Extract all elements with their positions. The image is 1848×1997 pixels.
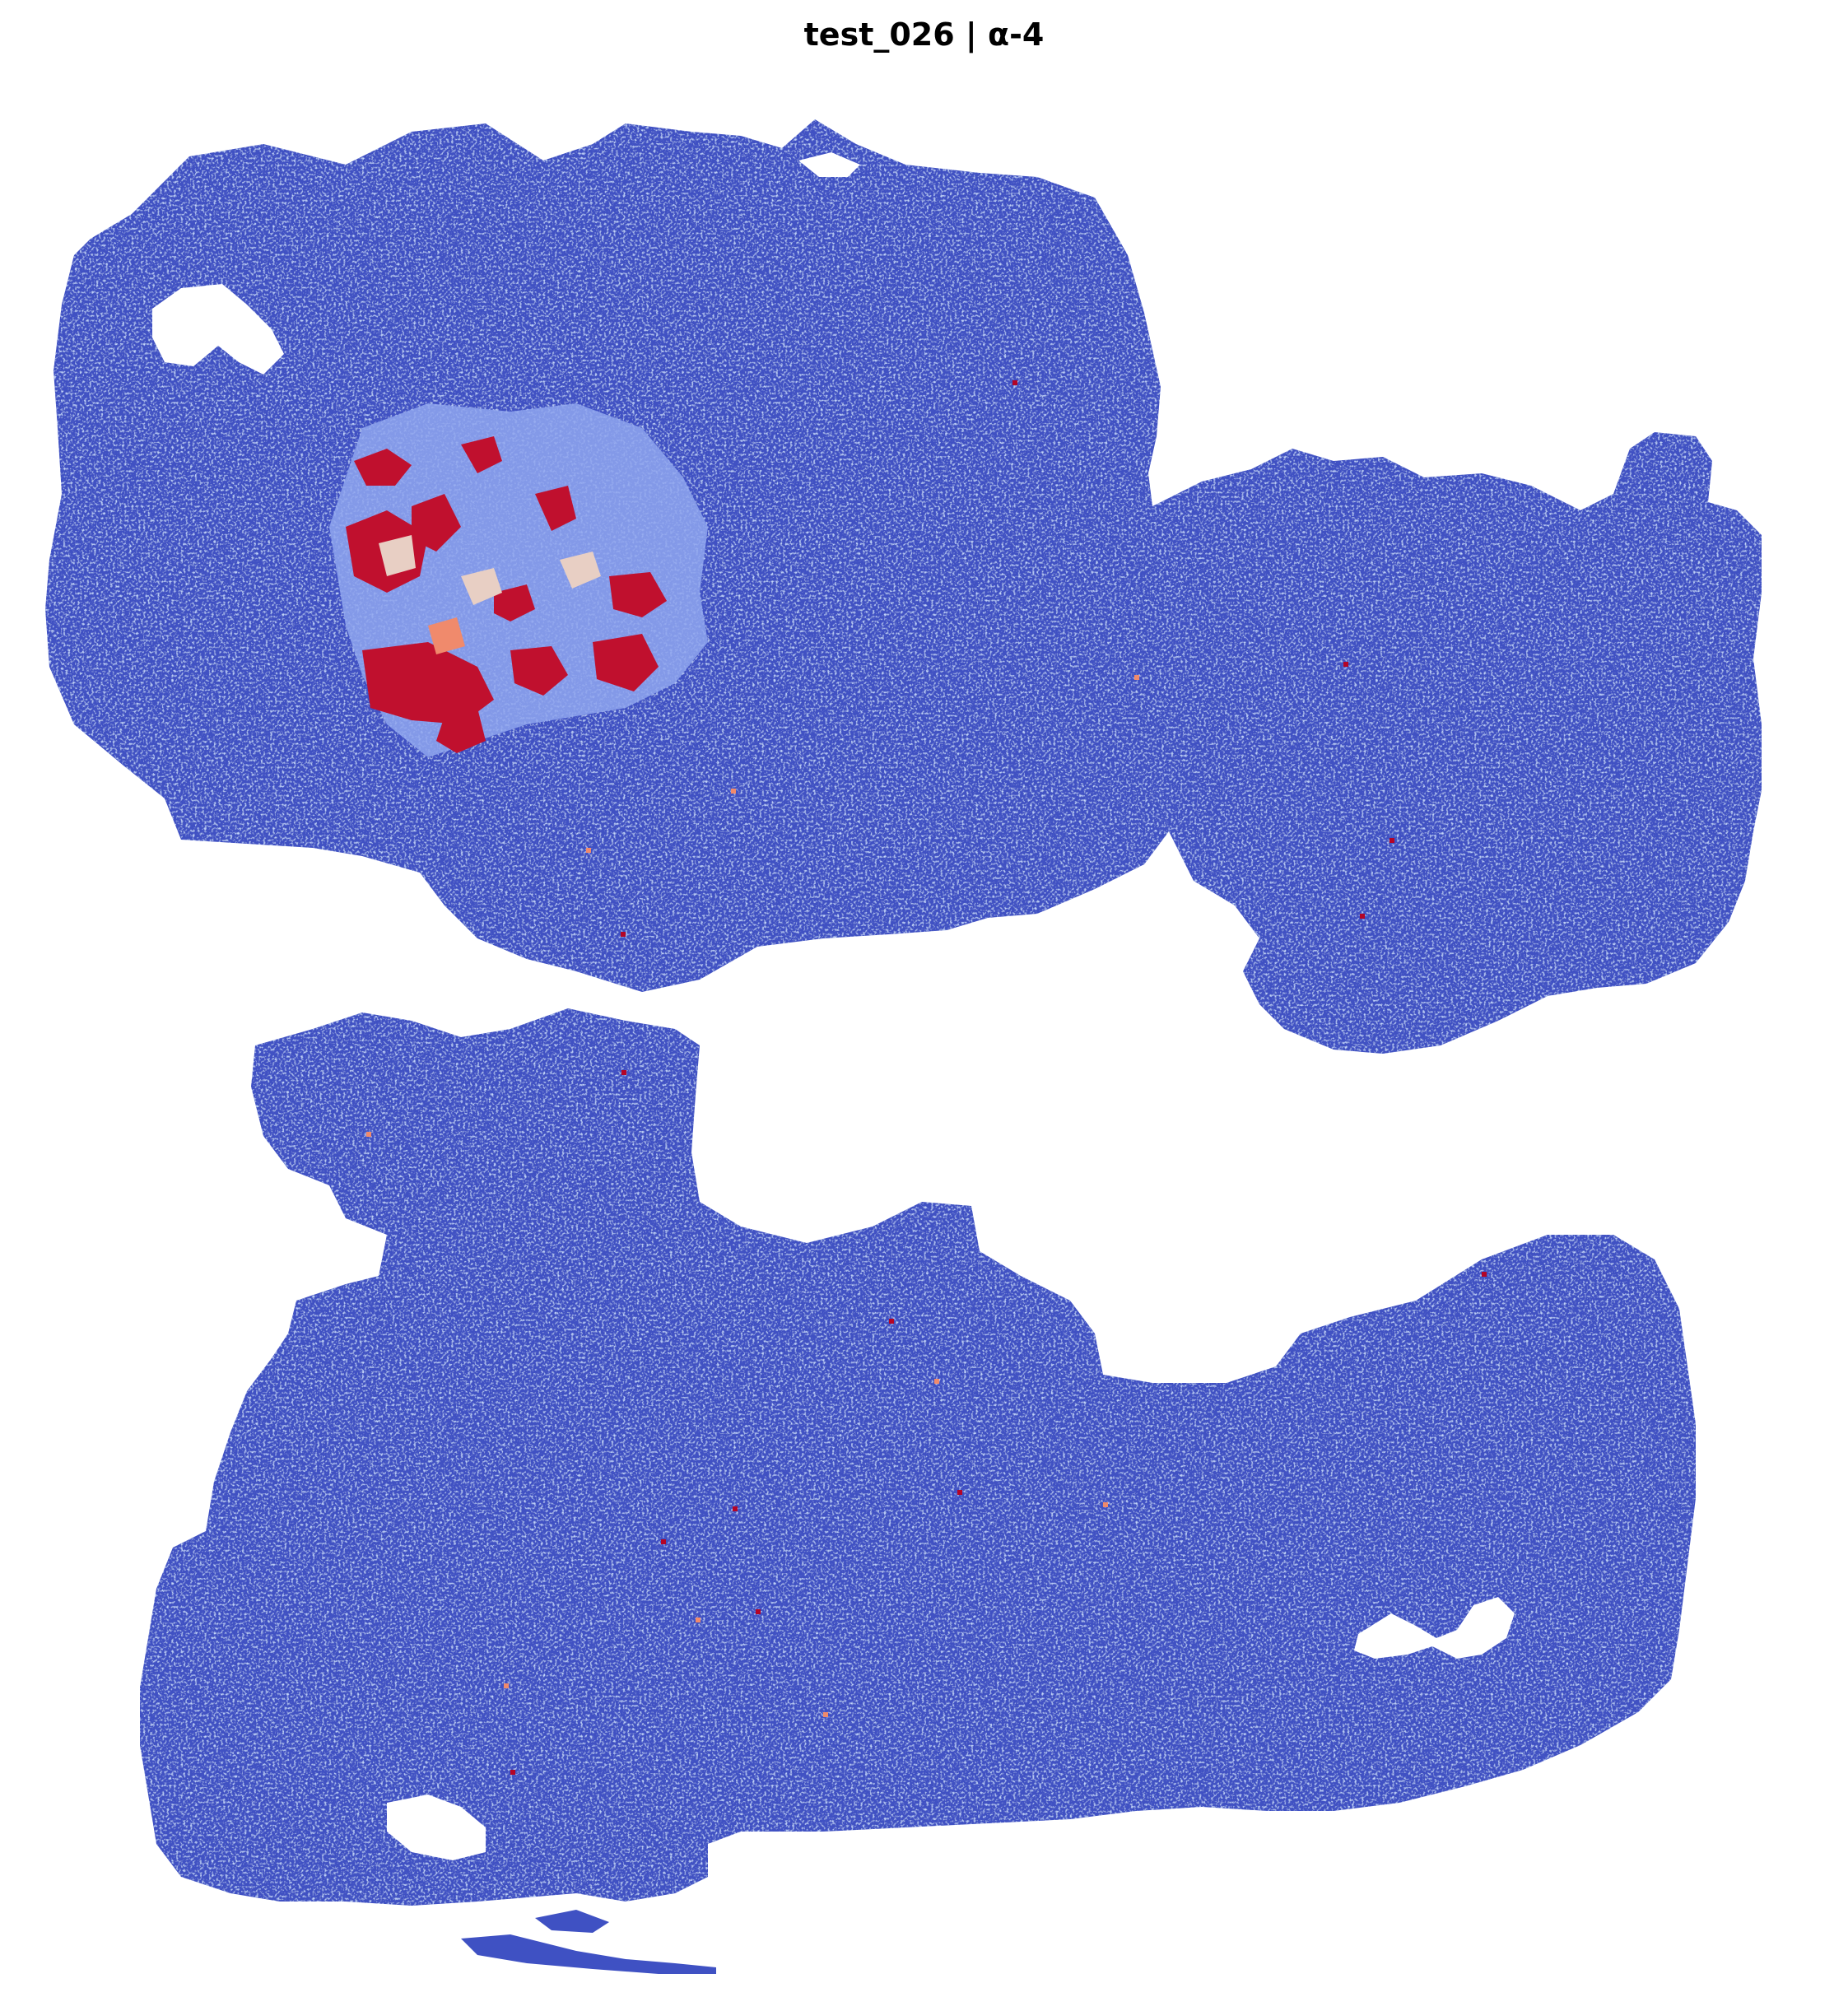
figure-title: test_026 | α-4	[803, 16, 1045, 53]
tissue-section-lower	[140, 1008, 1696, 1906]
tissue-hole	[1354, 1597, 1515, 1659]
tissue-fragment	[535, 1910, 609, 1933]
tissue-hole	[798, 152, 860, 177]
tissue-fragment	[461, 1934, 716, 1974]
hotspot-region	[329, 403, 708, 757]
scattered-hot-cells	[366, 380, 1487, 1775]
tissue-hole	[387, 1795, 486, 1860]
tissue-hole	[152, 284, 284, 375]
tissue-section-upper-right	[1152, 432, 1762, 1054]
